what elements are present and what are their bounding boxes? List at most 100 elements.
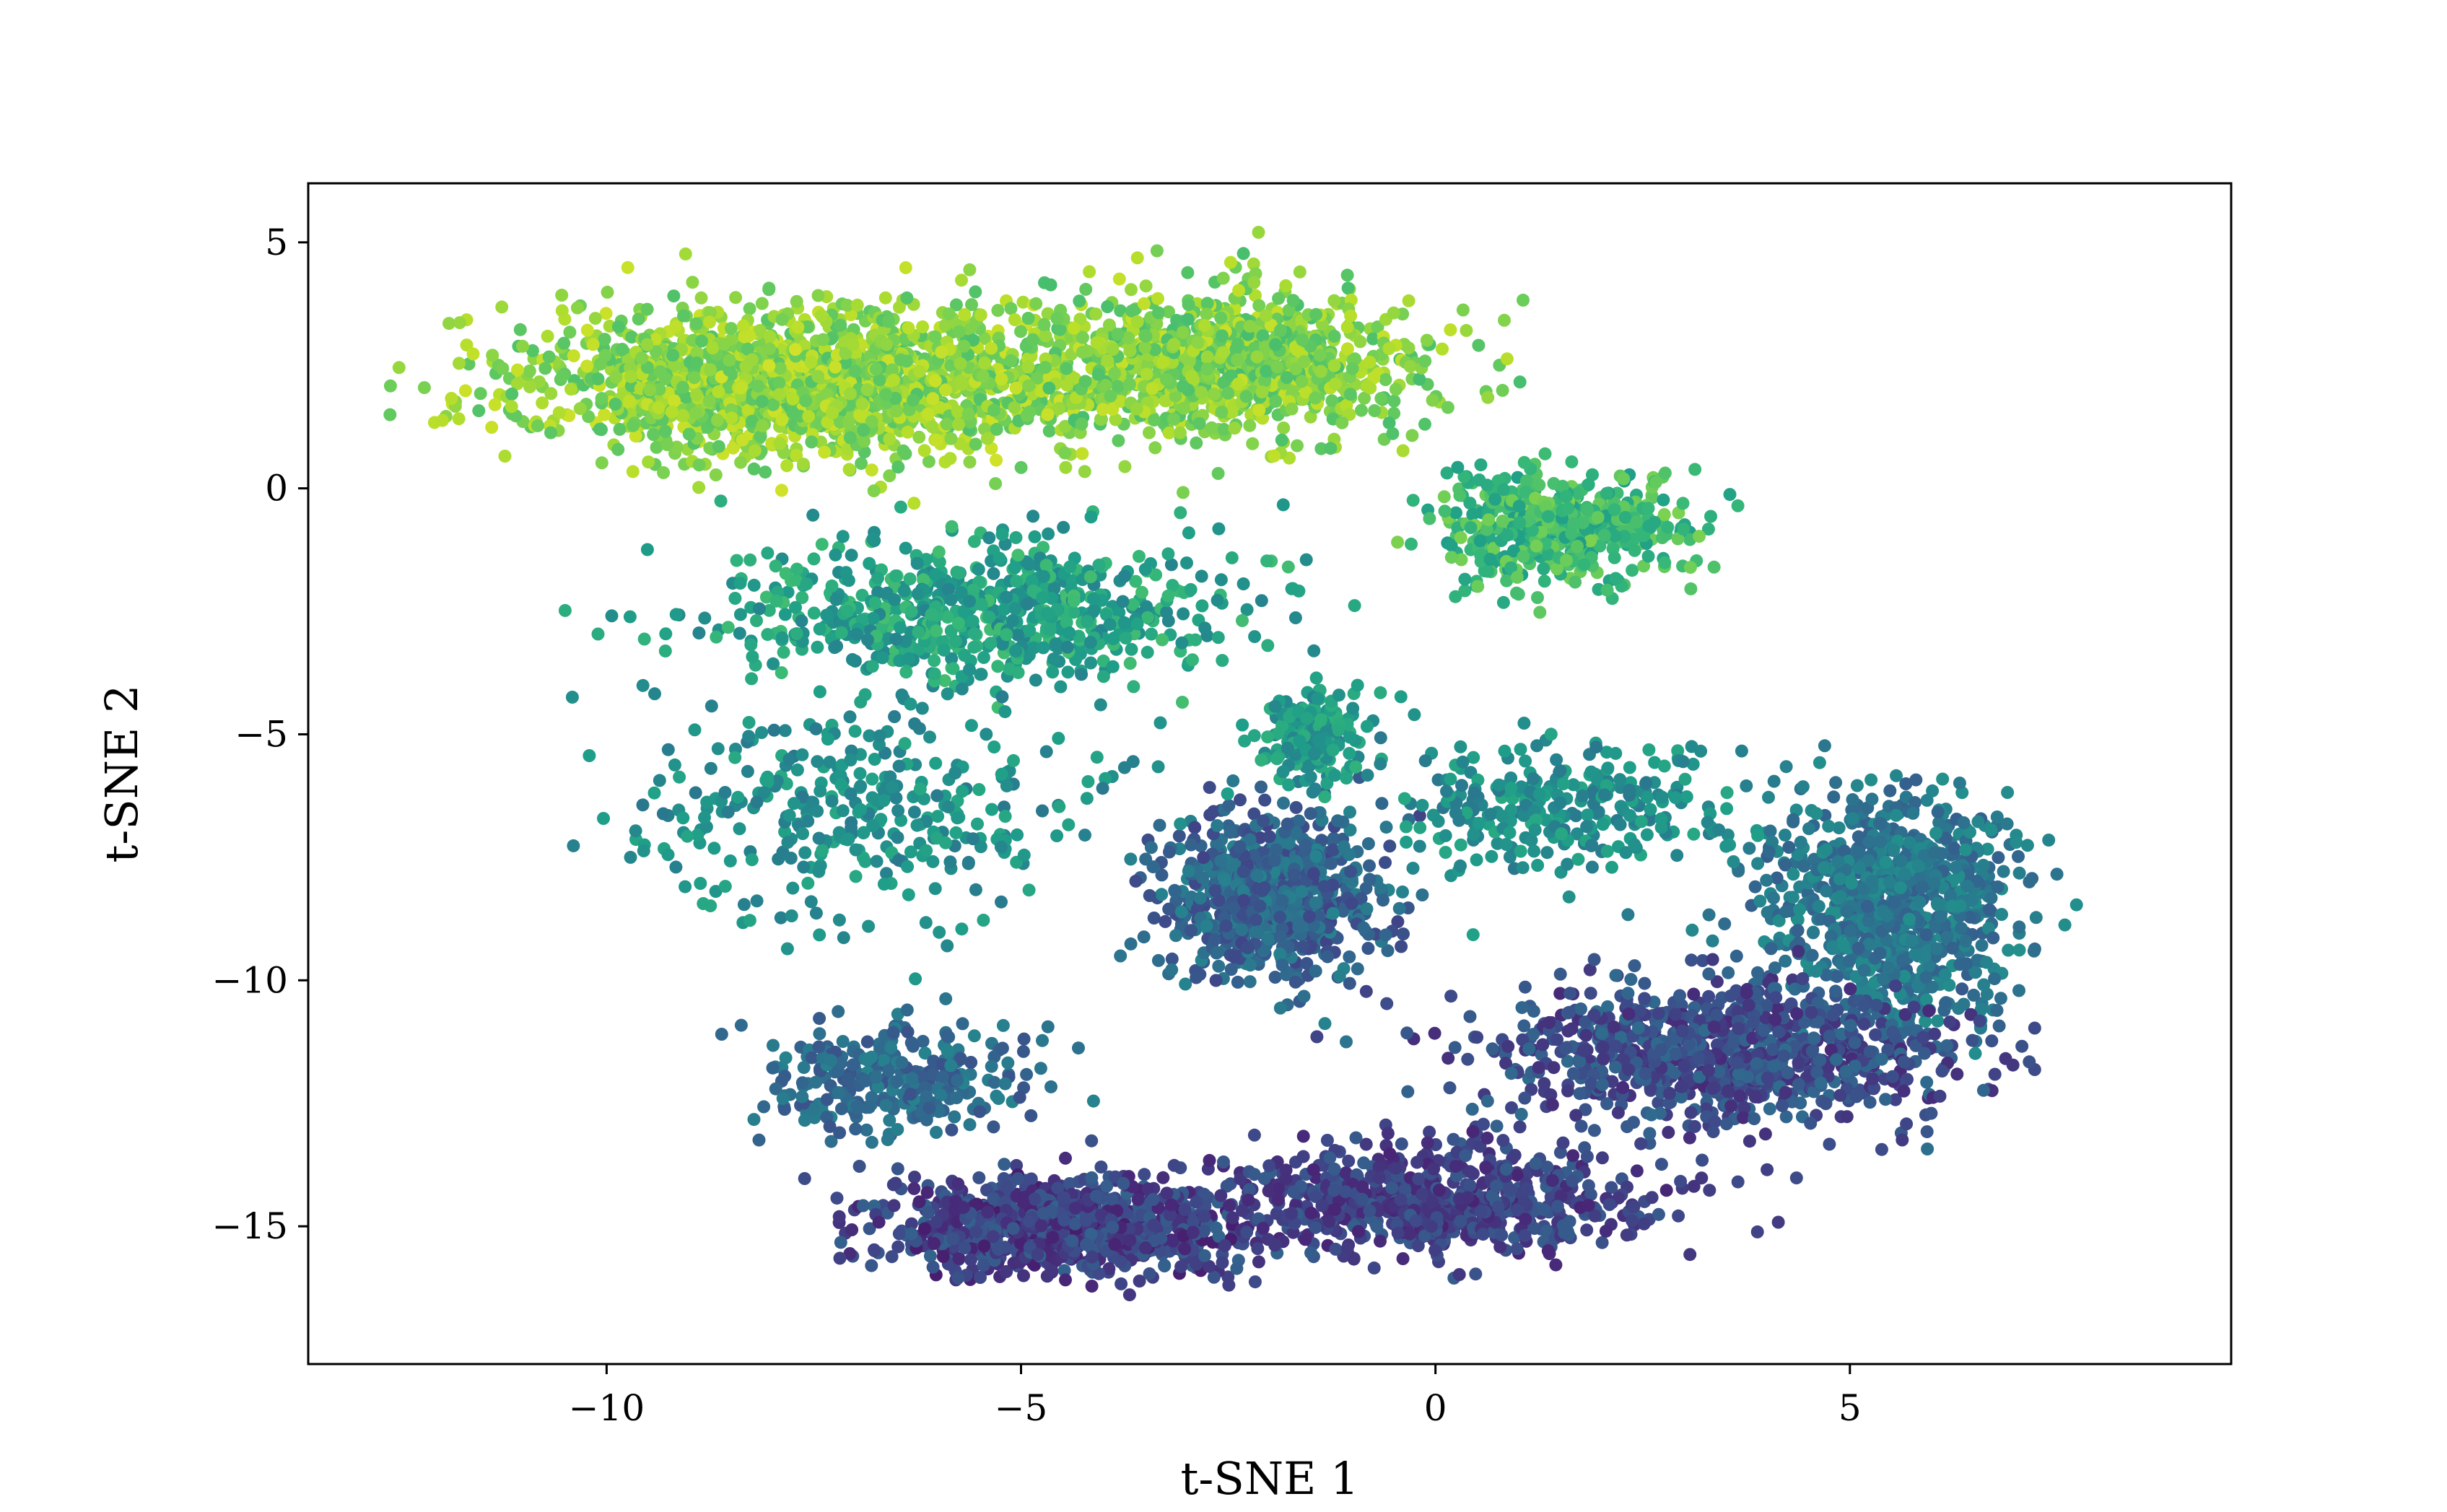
scatter-point [711, 414, 724, 427]
scatter-point [1216, 346, 1230, 359]
scatter-point [723, 354, 736, 367]
scatter-point [541, 329, 554, 343]
scatter-point [1317, 880, 1331, 893]
scatter-point [1038, 361, 1052, 375]
scatter-point [1731, 499, 1745, 512]
scatter-point [961, 407, 975, 421]
scatter-point [1565, 527, 1579, 541]
scatter-point [1413, 372, 1426, 386]
scatter-point [1207, 805, 1221, 818]
scatter-point [811, 289, 825, 302]
scatter-point [1279, 279, 1293, 292]
scatter-point [1288, 611, 1302, 624]
scatter-point [1275, 958, 1289, 972]
scatter-point [580, 359, 594, 373]
scatter-point [1360, 902, 1374, 916]
scatter-point [1207, 388, 1221, 401]
scatter-point [1693, 530, 1706, 543]
scatter-point [1216, 654, 1229, 668]
scatter-point [1252, 403, 1266, 417]
scatter-point [881, 315, 895, 328]
scatter-point [1358, 391, 1371, 405]
scatter-point [1227, 951, 1241, 963]
scatter-point [1244, 958, 1257, 972]
scatter-point [1418, 417, 1431, 431]
scatter-point [902, 321, 915, 335]
scatter-point [954, 586, 968, 599]
scatter-point [1289, 800, 1303, 814]
scatter-point [1618, 510, 1632, 524]
scatter-point [1211, 593, 1224, 607]
scatter-point [1297, 355, 1311, 369]
scatter-point [1309, 896, 1322, 909]
scatter-point [1119, 632, 1133, 645]
scatter-point [957, 339, 971, 353]
scatter-point [955, 274, 968, 287]
scatter-point [1363, 873, 1377, 886]
scatter-point [813, 622, 826, 636]
scatter-point [1174, 905, 1188, 919]
scatter-point [1560, 554, 1573, 567]
scatter-point [1146, 860, 1160, 874]
scatter-point [1382, 342, 1396, 355]
scatter-point [1608, 551, 1621, 564]
scatter-point [945, 520, 959, 533]
scatter-point [1236, 577, 1250, 590]
scatter-point [1530, 539, 1543, 553]
scatter-point [1374, 392, 1388, 406]
scatter-point [629, 429, 642, 443]
scatter-point [829, 360, 842, 374]
scatter-point [1449, 506, 1462, 520]
scatter-point [1658, 556, 1672, 569]
scatter-point [790, 562, 803, 576]
scatter-point [1250, 869, 1264, 883]
scatter-point [897, 584, 911, 598]
scatter-point [1582, 478, 1595, 491]
scatter-point [1165, 963, 1179, 976]
scatter-point [1041, 606, 1055, 620]
scatter-point [1143, 426, 1156, 440]
scatter-point [723, 363, 736, 377]
scatter-point [1357, 921, 1370, 935]
scatter-point [1231, 353, 1244, 367]
scatter-point [1211, 631, 1225, 644]
scatter-point [564, 383, 577, 396]
scatter-point [1203, 781, 1216, 795]
scatter-point [690, 346, 704, 359]
scatter-point [1125, 642, 1138, 656]
scatter-point [904, 605, 918, 619]
scatter-point [747, 578, 761, 592]
scatter-point [1403, 359, 1417, 373]
scatter-point [866, 611, 880, 625]
scatter-point [1022, 557, 1036, 571]
scatter-point [1139, 329, 1153, 343]
scatter-point [1188, 821, 1202, 834]
scatter-point [1327, 359, 1341, 372]
scatter-point [1332, 723, 1345, 737]
scatter-point [1309, 307, 1323, 321]
scatter-point [1008, 602, 1022, 616]
scatter-point [1327, 329, 1341, 343]
scatter-point [1124, 852, 1138, 866]
scatter-point [1346, 702, 1360, 715]
scatter-point [1609, 572, 1623, 585]
scatter-point [826, 406, 839, 420]
scatter-point [1076, 346, 1089, 359]
scatter-point [925, 420, 939, 434]
scatter-point [921, 407, 935, 421]
scatter-point [1276, 498, 1290, 512]
scatter-point [1042, 381, 1056, 395]
scatter-point [1328, 377, 1342, 391]
scatter-point [1090, 336, 1104, 349]
scatter-point [1253, 899, 1267, 913]
scatter-point [1009, 530, 1023, 544]
scatter-point [894, 353, 907, 367]
scatter-point [772, 376, 786, 390]
scatter-point [1143, 888, 1156, 902]
scatter-point [1247, 729, 1261, 743]
scatter-point [1234, 793, 1247, 807]
scatter-point [1374, 757, 1387, 771]
scatter-point [542, 350, 556, 364]
scatter-point [1517, 550, 1530, 564]
scatter-point [954, 357, 967, 370]
